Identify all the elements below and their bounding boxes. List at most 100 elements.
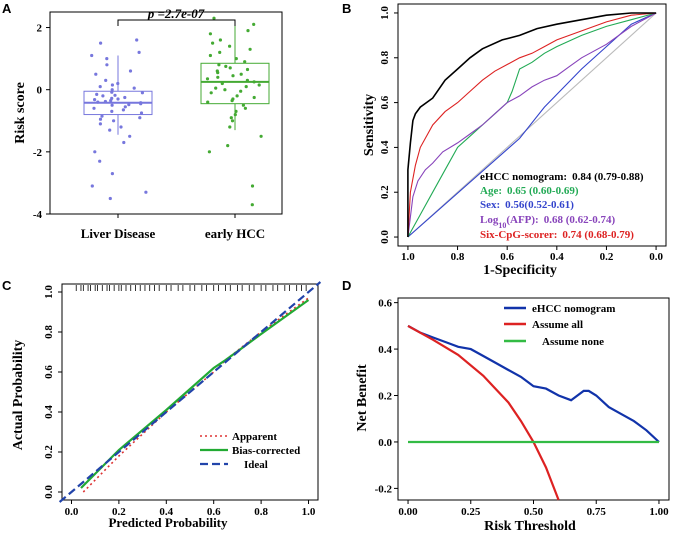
boxplot-point — [212, 16, 216, 20]
roc-curve-ehcc-nomogram — [407, 12, 657, 237]
calibration-legend: Apparent Bias-corrected Ideal — [200, 431, 300, 471]
calibration-xtick-label: 0.0 — [65, 506, 79, 518]
boxplot-point — [113, 93, 117, 97]
decision-ytick-label: 0.0 — [378, 437, 392, 449]
decision-legend-label: eHCC nomogram — [532, 303, 615, 315]
decision-curve-assume-all — [407, 324, 560, 501]
panel-label-b: B — [342, 1, 351, 16]
roc-legend-entry: Sex: 0.56(0.52-0.61) — [480, 199, 574, 211]
boxplot-point — [259, 134, 263, 138]
boxplot-point — [205, 77, 210, 81]
boxplot-point — [123, 105, 127, 109]
calibration-ylabel: Actual Probability — [11, 340, 26, 451]
boxplot-point — [228, 66, 232, 70]
boxplot-point — [132, 86, 136, 90]
boxplot-point — [239, 89, 243, 93]
boxplot-point — [234, 57, 238, 61]
roc-legend-stat: 0.74 (0.68-0.79) — [562, 229, 634, 241]
boxplot-point — [105, 57, 109, 61]
roc-legend-stat: 0.56(0.52-0.61) — [505, 199, 574, 211]
roc-legend-stat: 0.65 (0.60-0.69) — [507, 185, 579, 197]
roc-legend-stat: 0.84 (0.79-0.88) — [572, 171, 644, 183]
roc-legend: eHCC nomogram: 0.84 (0.79-0.88) Age: 0.65 (… — [480, 171, 644, 241]
boxplot-point — [252, 22, 256, 26]
boxplot-point — [93, 98, 97, 102]
boxplot-point — [110, 96, 114, 100]
boxplot-point — [220, 81, 224, 86]
boxplot-point — [139, 111, 144, 115]
roc-legend-sub: 10 — [498, 221, 506, 230]
decision-xlabel: Risk Threshold — [484, 519, 576, 534]
boxplot-point — [233, 113, 237, 117]
boxplot-point — [216, 75, 220, 79]
calibration-xtick-label: 0.6 — [207, 506, 221, 518]
boxplot-point — [216, 71, 220, 75]
calibration-legend-label: Ideal — [244, 459, 268, 471]
roc-xtick-label: 0.4 — [550, 251, 564, 263]
decision-xtick-label: 1.00 — [649, 506, 669, 518]
roc-legend-label: eHCC nomogram: — [480, 171, 567, 183]
boxplot-point — [90, 53, 94, 58]
boxplot-point — [243, 106, 247, 110]
roc-xtick-label: 0.6 — [500, 251, 514, 263]
panel-label-d: D — [342, 278, 351, 293]
significance-bracket — [117, 19, 236, 26]
boxplot-point — [101, 94, 105, 98]
roc-curve-six-cpg-scorer — [407, 12, 657, 238]
roc-legend-label: Age: — [480, 185, 502, 197]
boxplot-point — [208, 53, 212, 58]
boxplot-point — [100, 114, 104, 118]
boxplot-point — [121, 108, 125, 112]
calibration-xtick-label: 0.2 — [112, 506, 126, 518]
boxplot-point — [248, 47, 252, 51]
decision-ytick-label: -0.2 — [375, 483, 393, 495]
calibration-curve-apparent — [82, 297, 309, 493]
boxplot-point — [211, 41, 215, 45]
boxplot-point — [228, 125, 232, 129]
roc-legend-label: Six-CpG-scorer: — [480, 229, 557, 241]
roc-ytick-label: 0.0 — [379, 230, 391, 244]
decision-xtick-label: 0.25 — [461, 506, 481, 518]
roc-xtick-label: 0.0 — [649, 251, 663, 263]
boxplot-point — [98, 117, 103, 121]
calibration-xlabel: Predicted Probability — [108, 515, 228, 530]
boxplot-point — [110, 103, 114, 107]
boxplot-point — [206, 100, 210, 104]
boxplot-point — [128, 134, 132, 138]
boxplot-point — [239, 72, 243, 76]
boxplot-point — [138, 116, 142, 120]
boxplot-point — [103, 99, 107, 104]
calibration-legend-label: Apparent — [232, 431, 277, 443]
boxplot-point — [230, 119, 235, 123]
roc-xtick-label: 0.2 — [600, 251, 614, 263]
boxplot-point — [116, 97, 120, 101]
roc-curve-reference — [407, 12, 657, 238]
roc-xtick-label: 0.8 — [451, 251, 465, 263]
boxplot-point — [235, 94, 239, 98]
boxplot-point — [241, 103, 245, 107]
boxplot-point — [119, 125, 123, 129]
roc-marks: 1.0 0.8 0.6 0.4 0.2 0.0 0.0 0.2 0.4 0.6 0.8 1.0 — [379, 6, 663, 263]
panel-label-a: A — [2, 1, 12, 16]
roc-legend-stat: 0.68 (0.62-0.74) — [544, 214, 616, 226]
boxplot-point — [128, 69, 133, 73]
decision-ytick-label: 0.2 — [378, 391, 392, 403]
calibration-curve-bias-corrected — [80, 299, 310, 489]
calibration-panel: 0.0 0.2 0.4 0.6 0.8 1.0 0.0 0.2 0.4 0.6 0.8 1.0 Pre… — [11, 281, 322, 530]
p-value-annotation: p =2.7e-07 — [147, 6, 205, 21]
boxplot-point — [252, 95, 256, 100]
roc-ylabel: Sensitivity — [362, 94, 377, 156]
boxplot-point — [95, 92, 99, 96]
roc-legend-entry: Age: 0.65 (0.60-0.69) — [480, 185, 579, 197]
boxplot-ytick-label: -4 — [33, 209, 43, 221]
roc-ytick-label: 0.2 — [379, 185, 391, 199]
boxplot-point — [96, 100, 100, 104]
boxplot-frame — [49, 11, 283, 215]
boxplot-point — [214, 86, 218, 90]
boxplot-point — [140, 91, 144, 95]
roc-ytick-label: 0.8 — [379, 50, 391, 64]
boxplot-point — [127, 103, 131, 107]
calibration-xtick-label: 0.8 — [254, 506, 268, 518]
boxplot-point — [228, 44, 232, 48]
